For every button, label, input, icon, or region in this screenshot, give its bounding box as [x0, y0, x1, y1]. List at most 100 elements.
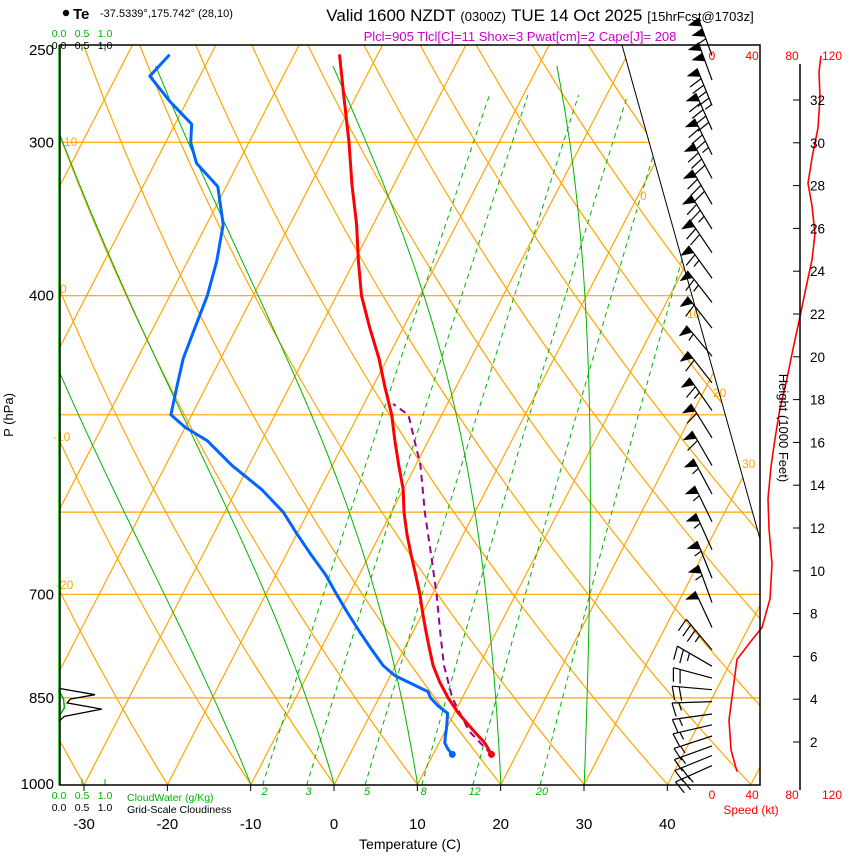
wind-barb-feather: [694, 190, 705, 202]
wind-barb-feather: [687, 152, 699, 163]
dry-adiabat-line: [251, 45, 752, 785]
wind-barb: [687, 17, 713, 56]
pressure-tick-label: 1000: [21, 776, 54, 793]
speed-tick-label: 120: [822, 49, 842, 63]
mixing-ratio-label: 8: [421, 786, 428, 798]
dewpoint-curve: [148, 54, 454, 756]
wind-barb-half-feather: [693, 392, 700, 399]
dry-adiabat-line: [363, 45, 760, 785]
dry-adiabat-line: [307, 45, 760, 785]
wind-barb: [685, 591, 713, 628]
wind-barb-feather: [678, 686, 683, 701]
cloud-scale-label: 0.5: [75, 28, 90, 40]
mixing-ratio-label: 2: [260, 786, 267, 798]
wind-barb-half-feather: [678, 718, 683, 727]
wind-barb-feather: [690, 234, 701, 246]
wind-barb: [687, 564, 713, 603]
wind-barb: [683, 458, 713, 495]
stability-params: Plcl=905 Tlcl[C]=11 Shox=3 Pwat[cm]=2 Ca…: [364, 29, 677, 44]
wind-barb-feather: [690, 209, 701, 222]
dry-adiabat-label: -10: [53, 430, 71, 444]
dry-adiabat-label: 10: [64, 135, 78, 149]
height-tick-label: 30: [810, 136, 825, 151]
wind-barb-feather: [686, 629, 696, 642]
wind-barb-staff: [691, 169, 713, 205]
cloudiness-axis-title: Grid-Scale Cloudiness: [127, 804, 231, 816]
wind-barb-feather: [671, 702, 677, 717]
wind-barb-staff: [690, 403, 713, 439]
speed-tick-label: 80: [785, 49, 799, 63]
dry-adiabat-line: [531, 45, 760, 785]
height-tick-label: 6: [810, 649, 818, 664]
wind-barb-feather: [686, 228, 697, 240]
wind-barb-pennant: [687, 565, 702, 574]
wind-barb-feather: [685, 386, 696, 398]
wind-barb-staff: [671, 701, 713, 704]
wind-barb-pennant: [687, 18, 702, 27]
wind-barb-half-feather: [704, 104, 712, 110]
wind-barb-pennant: [684, 118, 699, 128]
wind-barb-feather: [671, 686, 676, 701]
height-tick-label: 20: [810, 350, 825, 365]
moist-adiabat-line: [556, 65, 591, 785]
wind-barb-half-feather: [680, 756, 687, 765]
wind-barb: [671, 713, 713, 733]
wind-barb: [672, 724, 713, 747]
mixing-ratio-label: 12: [469, 786, 481, 798]
wind-barb: [681, 403, 713, 439]
wind-barb-staff: [692, 142, 713, 179]
wind-barb: [673, 645, 713, 667]
cloud-scale-label: 0.5: [75, 40, 90, 52]
wind-barb-feather: [690, 158, 703, 169]
isotherm-line: [583, 45, 760, 785]
speed-curve: [728, 55, 822, 772]
title-date: TUE 14 Oct 2025: [511, 6, 642, 25]
cloudiness-curve: [58, 687, 102, 722]
wind-barb-pennant: [681, 403, 696, 414]
wind-barb-staff: [672, 685, 713, 691]
speed-tick-label: 80: [785, 788, 799, 802]
dry-adiabat-line: [195, 45, 669, 785]
height-tick-label: 26: [810, 221, 825, 236]
speed-tick-label: 120: [822, 788, 842, 802]
wind-barb-feather: [673, 759, 683, 772]
wind-barb-staff: [673, 667, 713, 679]
speed-axis-title: Speed (kt): [723, 803, 778, 817]
isotherm-label: 20: [713, 386, 727, 400]
wind-barb-pennant: [686, 68, 701, 77]
wind-barb: [673, 735, 713, 761]
wind-barb-staff: [692, 458, 713, 495]
temp-tick-label: -10: [240, 816, 262, 833]
wind-barb-half-feather: [693, 259, 700, 267]
wind-barb-staff: [672, 724, 713, 735]
height-tick-label: 12: [810, 521, 825, 536]
cloud-profiles: [58, 45, 106, 785]
cloud-scale-label: 0.0: [52, 802, 67, 814]
temp-tick-label: -20: [156, 816, 178, 833]
wind-barb-half-feather: [698, 38, 707, 44]
height-tick-label: 2: [810, 735, 818, 750]
wind-barb-staff: [674, 745, 713, 761]
plot-frame: [59, 44, 761, 786]
wind-barb-pennant: [681, 195, 696, 205]
wind-barb: [673, 745, 713, 772]
wind-barb-pennant: [686, 541, 701, 550]
temp-tick-label: 10: [409, 816, 426, 833]
wind-barb-pennant: [682, 169, 697, 179]
wind-barb-feather: [688, 102, 701, 113]
wind-barb-pennant: [681, 219, 695, 230]
wind-barb-feather: [685, 304, 695, 317]
moist-adiabat-line: [60, 65, 252, 785]
wind-barb-feather: [690, 184, 702, 196]
temp-axis-title: Temperature (C): [359, 836, 461, 852]
pressure-tick-label: 700: [29, 586, 54, 603]
isotherm-line: [60, 45, 217, 785]
wind-barb-half-feather: [686, 653, 691, 662]
wind-barb-feather: [691, 109, 704, 119]
wind-barb-pennant: [680, 245, 694, 256]
wind-barb-pennant: [678, 325, 693, 337]
cloud-scale-label: 0.0: [52, 790, 67, 802]
